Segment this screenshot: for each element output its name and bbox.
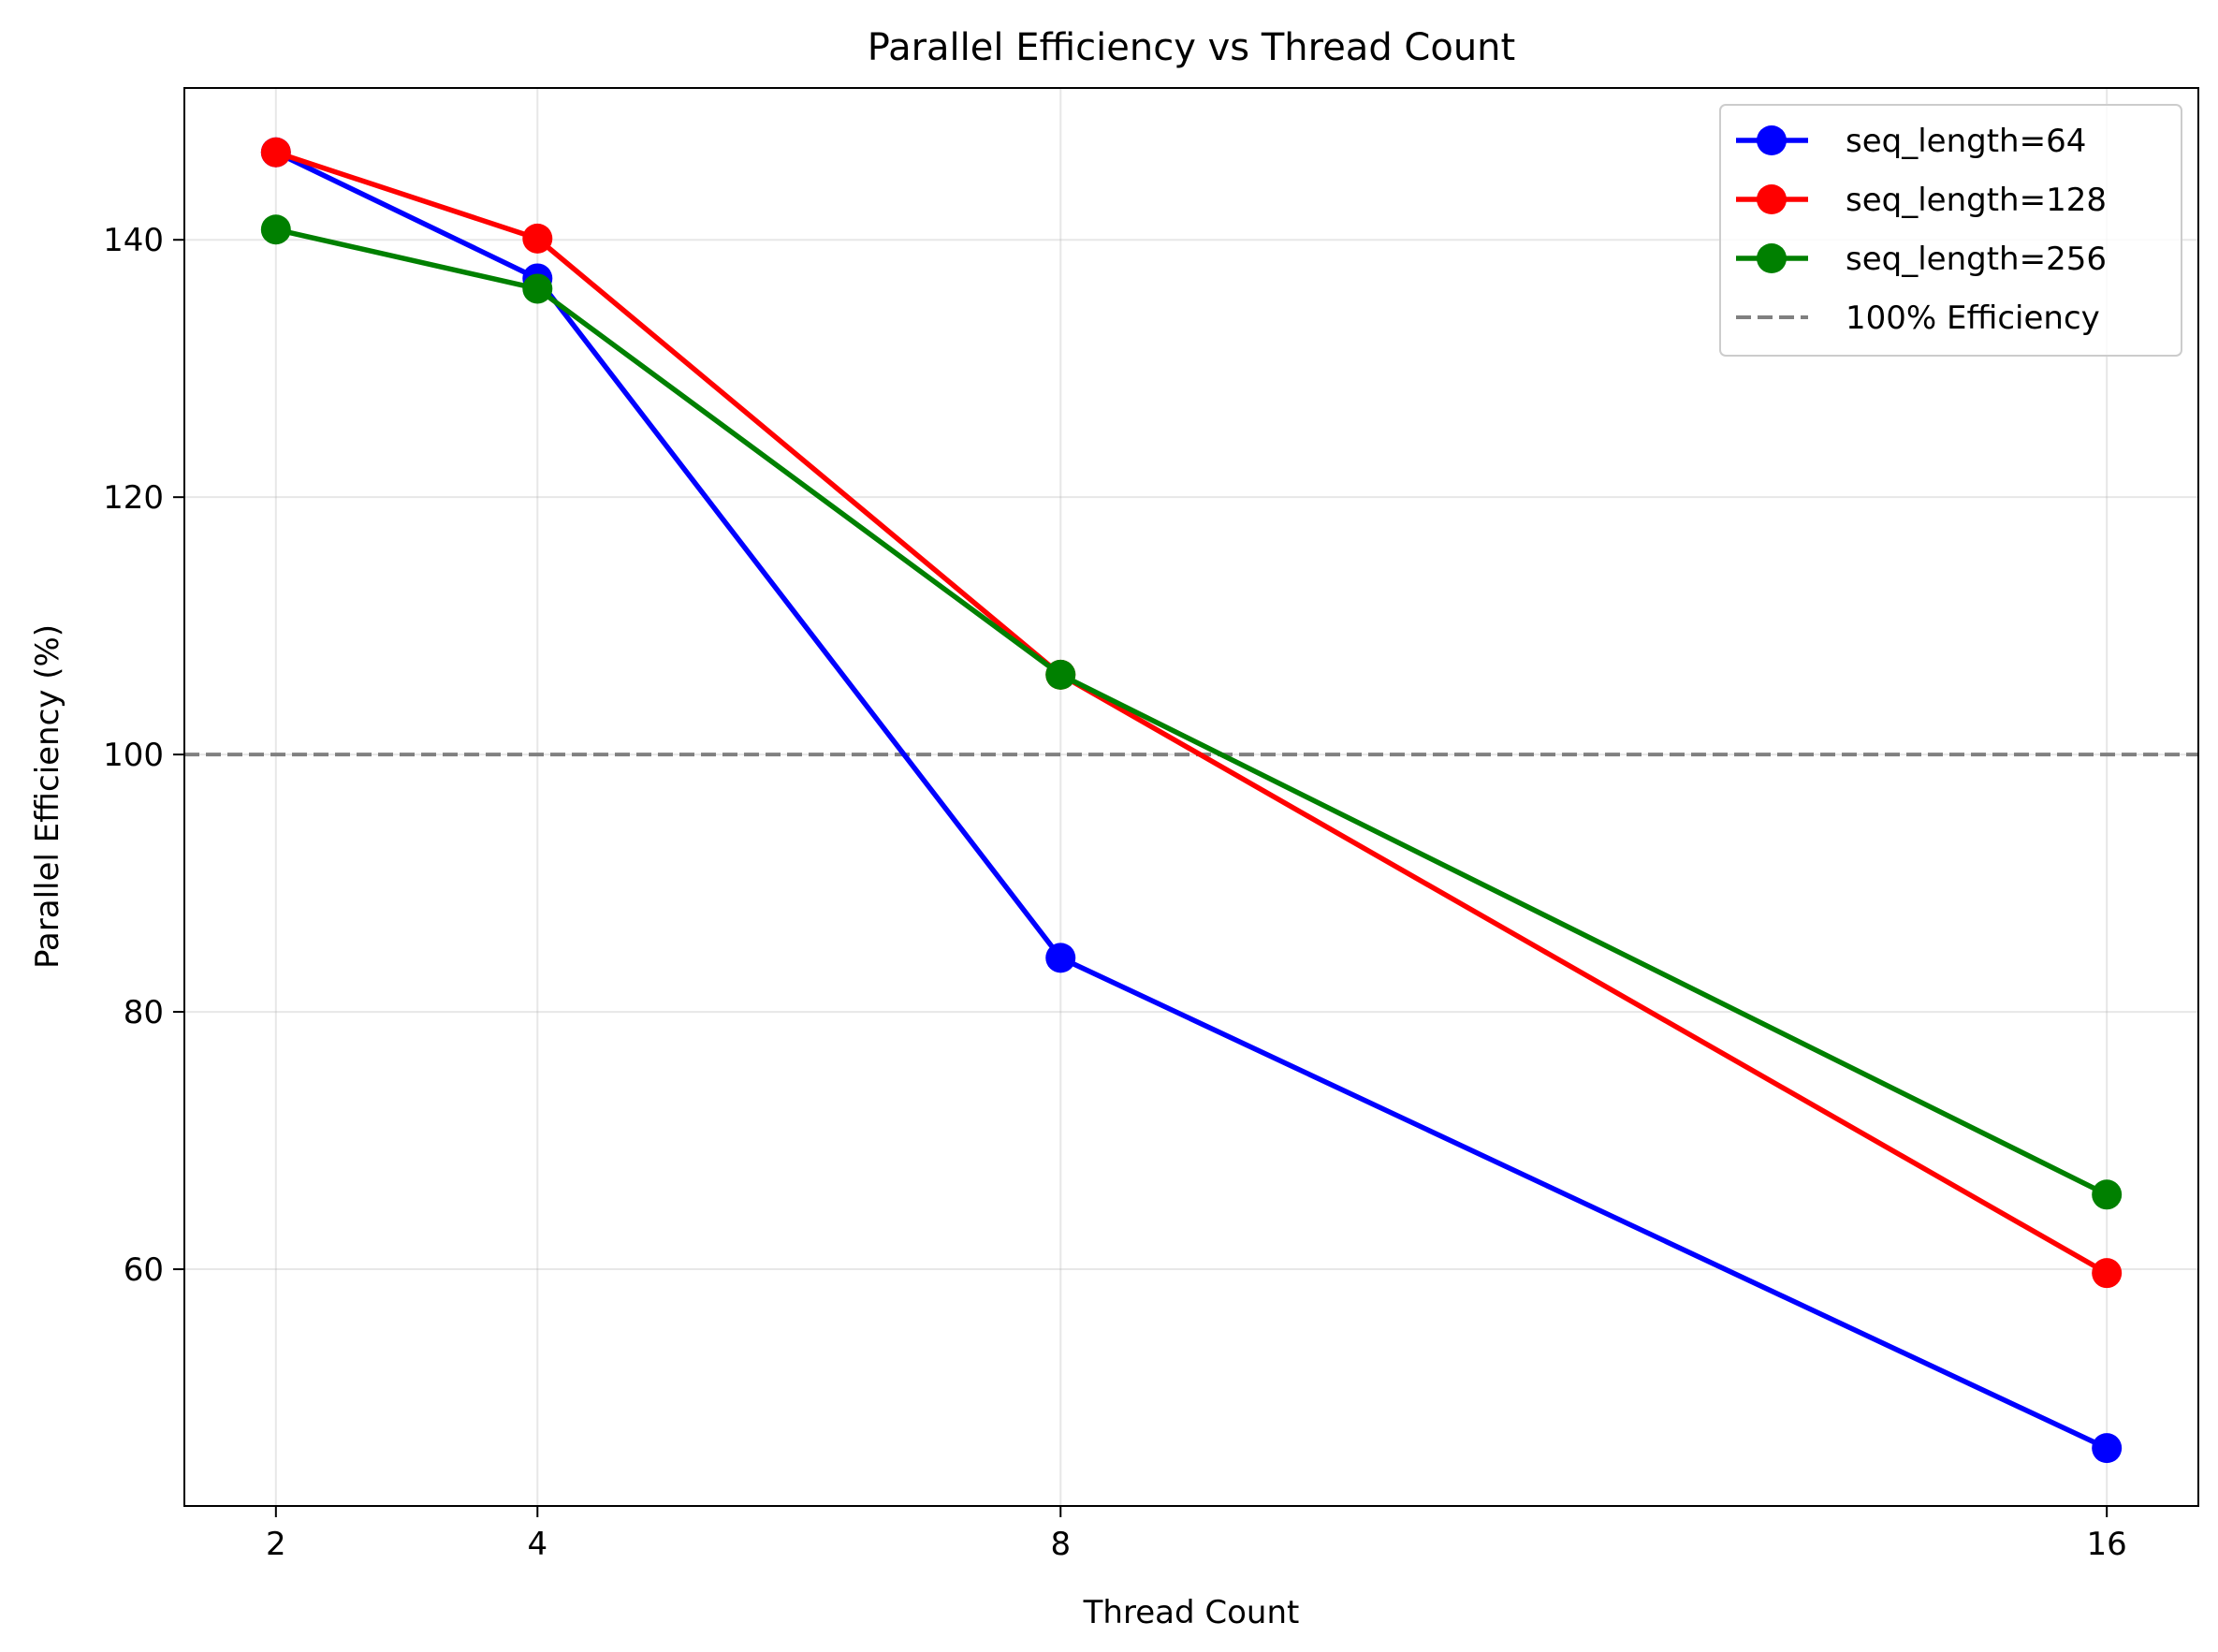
data-point (1045, 943, 1076, 973)
legend-box (1719, 104, 2182, 357)
data-point (1045, 659, 1076, 690)
legend-label: seq_length=128 (1846, 182, 2107, 219)
x-tick-label: 4 (527, 1526, 547, 1563)
y-tick-label: 80 (124, 994, 164, 1031)
x-tick-label: 8 (1050, 1526, 1071, 1563)
x-axis-label: Thread Count (1083, 1594, 1300, 1631)
series-line-2 (275, 227, 2109, 1197)
data-point (2092, 1258, 2123, 1289)
legend-swatch-marker (1757, 243, 1787, 273)
series-lines (260, 137, 2123, 1464)
legend-label: 100% Efficiency (1846, 300, 2100, 337)
chart-title: Parallel Efficiency vs Thread Count (868, 26, 1515, 69)
x-tick-label: 16 (2087, 1526, 2127, 1563)
data-point (522, 223, 553, 254)
x-tick-label: 2 (266, 1526, 286, 1563)
data-point (260, 214, 291, 245)
legend: seq_length=64 seq_length=128 seq_length=25… (1719, 104, 2182, 357)
legend-swatch-marker (1757, 125, 1787, 155)
data-point (2092, 1433, 2123, 1464)
y-axis-label: Parallel Efficiency (%) (29, 624, 66, 969)
y-tick-label: 100 (103, 737, 164, 774)
plot-frame (183, 87, 2199, 1507)
y-tick-label: 120 (103, 479, 164, 517)
data-point (522, 273, 553, 304)
axis-ticks: 2 4 8 16 60 80 100 120 140 (103, 222, 2127, 1563)
legend-label: seq_length=256 (1846, 241, 2107, 278)
legend-label: seq_length=64 (1846, 123, 2086, 160)
legend-swatch-marker (1757, 184, 1787, 214)
y-tick-label: 140 (103, 222, 164, 259)
y-tick-label: 60 (124, 1251, 164, 1289)
series-line-1 (274, 150, 2109, 1276)
data-point (2092, 1179, 2123, 1210)
series-line-0 (274, 150, 2109, 1451)
data-point (260, 137, 291, 168)
